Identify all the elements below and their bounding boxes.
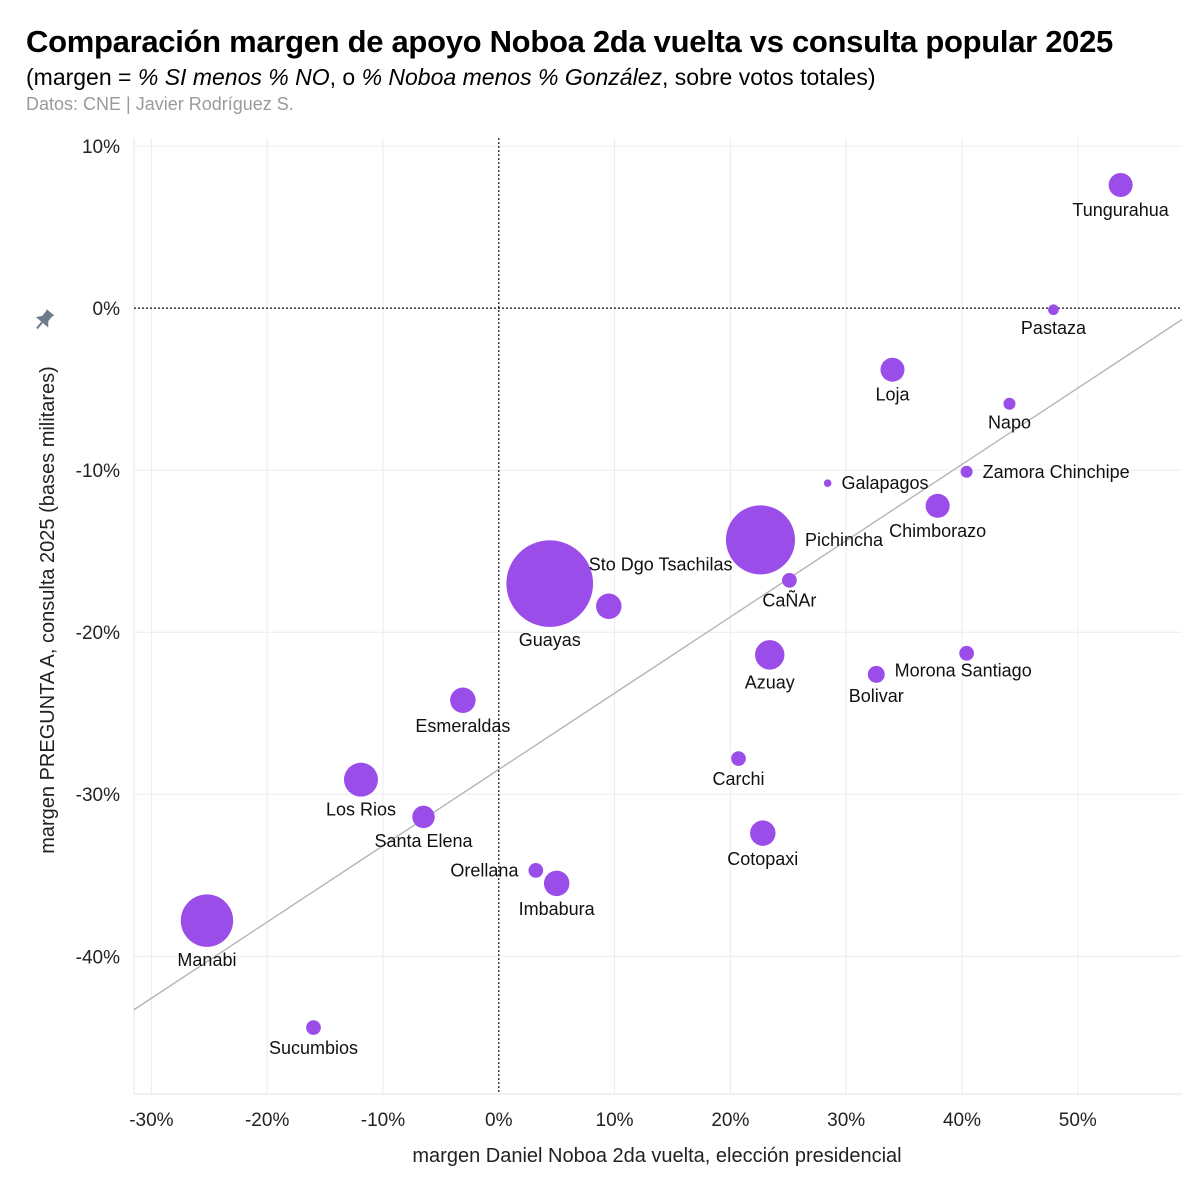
- reference-lines: [134, 138, 1182, 1094]
- trendline-group: [133, 318, 1183, 1011]
- y-tick-label: -30%: [76, 785, 120, 806]
- point-label: Morona Santiago: [895, 661, 1032, 681]
- point-label: Zamora Chinchipe: [983, 462, 1130, 482]
- data-point: [725, 505, 795, 575]
- y-tick-label: 0%: [93, 299, 121, 320]
- point-label: Bolivar: [849, 686, 904, 706]
- x-tick-label: -20%: [245, 1110, 289, 1131]
- x-tick-label: 0%: [485, 1110, 513, 1131]
- point-label: Chimborazo: [889, 521, 986, 541]
- point-labels: Tungurahua Pastaza Loja Napo Zamora Chinchip…: [177, 200, 1169, 1058]
- data-point: [343, 762, 378, 797]
- data-point: [731, 751, 746, 766]
- data-point: [867, 665, 885, 683]
- x-tick-label: 10%: [596, 1110, 634, 1131]
- pin-icon[interactable]: [31, 307, 57, 333]
- data-point: [528, 863, 544, 878]
- y-tick-label: -10%: [76, 461, 120, 482]
- x-tick-label: -10%: [361, 1110, 405, 1131]
- data-point: [506, 540, 594, 627]
- tick-labels: -30% -20% -10% 0% 10% 20% 30% 40% 50% 10% 0% -10% -2…: [76, 137, 1097, 1131]
- x-tick-label: 20%: [711, 1110, 749, 1131]
- x-tick-label: 50%: [1059, 1110, 1097, 1131]
- data-point: [450, 687, 476, 714]
- data-point: [782, 572, 797, 588]
- point-label: Carchi: [712, 769, 764, 789]
- data-point: [596, 593, 622, 620]
- point-label: Manabi: [177, 950, 236, 970]
- data-point: [412, 805, 435, 829]
- y-tick-label: -20%: [76, 623, 120, 644]
- data-point: [960, 465, 973, 478]
- data-points: [180, 172, 1133, 1035]
- data-point: [959, 645, 974, 661]
- axis-titles: margen Daniel Noboa 2da vuelta, elección…: [37, 366, 902, 1167]
- grid-lines: [134, 138, 1182, 1094]
- data-point: [306, 1020, 321, 1035]
- plot-axes: [133, 138, 1182, 1095]
- point-label: Tungurahua: [1072, 200, 1169, 220]
- data-point: [180, 894, 234, 947]
- x-tick-label: 30%: [827, 1110, 865, 1131]
- point-label: Guayas: [519, 630, 581, 650]
- y-tick-label: -40%: [76, 947, 120, 968]
- subtitle-suffix: , sobre votos totales): [662, 64, 876, 90]
- point-label: Esmeraldas: [415, 716, 510, 736]
- point-label: Cotopaxi: [727, 849, 798, 869]
- data-point: [880, 357, 905, 382]
- point-label: Imbabura: [519, 899, 596, 919]
- point-label: Los Rios: [326, 800, 396, 820]
- point-label: Loja: [875, 385, 910, 405]
- point-label: Pichincha: [805, 530, 884, 550]
- point-label: Napo: [988, 413, 1031, 433]
- trendline: [133, 318, 1183, 1011]
- data-point: [1048, 304, 1059, 316]
- data-point: [755, 640, 785, 670]
- subtitle-middle: , o: [329, 64, 362, 90]
- subtitle-emphasis-si-no: % SI menos % NO: [137, 64, 330, 90]
- point-label: Azuay: [745, 673, 795, 693]
- data-point: [823, 479, 832, 487]
- data-point: [925, 493, 950, 518]
- chart-source: Datos: CNE | Javier Rodríguez S.: [26, 94, 294, 114]
- data-point: [1003, 397, 1016, 410]
- point-label: Pastaza: [1021, 318, 1087, 338]
- y-tick-label: 10%: [82, 137, 120, 158]
- data-point: [1108, 172, 1133, 198]
- x-axis-label: margen Daniel Noboa 2da vuelta, elección…: [412, 1145, 901, 1167]
- chart-title: Comparación margen de apoyo Noboa 2da vu…: [26, 24, 1113, 59]
- point-label: CaÑAr: [762, 590, 816, 611]
- point-label: Galapagos: [841, 473, 928, 493]
- point-label: Santa Elena: [374, 831, 473, 851]
- subtitle-emphasis-noboa-gonzalez: % Noboa menos % González: [361, 64, 662, 90]
- point-label: Sucumbios: [269, 1038, 358, 1058]
- point-label: Orellana: [450, 860, 519, 880]
- chart-subtitle: (margen = % SI menos % NO, o % Noboa men…: [26, 64, 876, 91]
- x-tick-label: -30%: [129, 1110, 173, 1131]
- x-tick-label: 40%: [943, 1110, 981, 1131]
- point-label: Sto Dgo Tsachilas: [589, 555, 733, 575]
- data-point: [750, 820, 776, 846]
- data-point: [543, 870, 570, 897]
- y-axis-label: margen PREGUNTA A, consulta 2025 (bases …: [37, 366, 59, 854]
- subtitle-prefix: (margen =: [26, 64, 138, 90]
